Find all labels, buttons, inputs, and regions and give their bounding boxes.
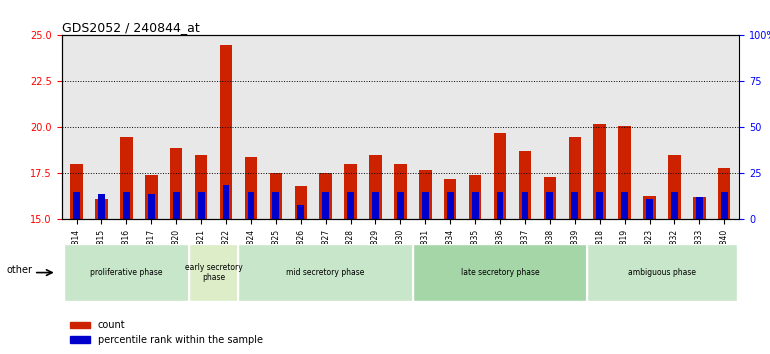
- Bar: [73, 192, 80, 219]
- Bar: [419, 170, 431, 219]
- Bar: [547, 192, 554, 219]
- Bar: [621, 192, 628, 219]
- Bar: [721, 192, 728, 219]
- Bar: [646, 199, 653, 219]
- Bar: [693, 198, 705, 219]
- Bar: [270, 173, 282, 219]
- Legend: count, percentile rank within the sample: count, percentile rank within the sample: [66, 316, 266, 349]
- Bar: [170, 148, 182, 219]
- Bar: [148, 194, 155, 219]
- Text: early secretory
phase: early secretory phase: [185, 263, 243, 282]
- Bar: [568, 137, 581, 219]
- Bar: [320, 173, 332, 219]
- Bar: [247, 192, 254, 219]
- Bar: [347, 192, 354, 219]
- Bar: [344, 164, 357, 219]
- Bar: [494, 133, 506, 219]
- Bar: [521, 192, 528, 219]
- Bar: [273, 192, 280, 219]
- FancyBboxPatch shape: [64, 244, 189, 301]
- Bar: [544, 177, 556, 219]
- Bar: [447, 192, 454, 219]
- Bar: [95, 199, 108, 219]
- Bar: [696, 198, 703, 219]
- Bar: [571, 192, 578, 219]
- Bar: [397, 192, 403, 219]
- Bar: [123, 192, 130, 219]
- Bar: [294, 186, 307, 219]
- Bar: [145, 175, 158, 219]
- Text: other: other: [6, 265, 32, 275]
- FancyBboxPatch shape: [239, 244, 413, 301]
- Bar: [297, 205, 304, 219]
- Bar: [444, 179, 457, 219]
- Bar: [370, 155, 382, 219]
- Bar: [596, 192, 603, 219]
- Bar: [120, 137, 132, 219]
- Text: mid secretory phase: mid secretory phase: [286, 268, 365, 277]
- Bar: [422, 192, 429, 219]
- FancyBboxPatch shape: [189, 244, 239, 301]
- Bar: [497, 192, 504, 219]
- Bar: [322, 192, 329, 219]
- Bar: [223, 184, 229, 219]
- Bar: [394, 164, 407, 219]
- Bar: [594, 124, 606, 219]
- FancyBboxPatch shape: [413, 244, 588, 301]
- Text: proliferative phase: proliferative phase: [90, 268, 162, 277]
- FancyBboxPatch shape: [588, 244, 737, 301]
- Bar: [718, 168, 731, 219]
- Bar: [195, 155, 207, 219]
- Bar: [671, 192, 678, 219]
- Bar: [519, 152, 531, 219]
- Text: GDS2052 / 240844_at: GDS2052 / 240844_at: [62, 21, 199, 34]
- Text: ambiguous phase: ambiguous phase: [628, 268, 696, 277]
- Bar: [245, 157, 257, 219]
- Bar: [219, 45, 233, 219]
- Bar: [372, 192, 379, 219]
- Bar: [618, 126, 631, 219]
- Text: late secretory phase: late secretory phase: [460, 268, 539, 277]
- Bar: [469, 175, 481, 219]
- Bar: [98, 194, 105, 219]
- Bar: [472, 192, 479, 219]
- Bar: [198, 192, 205, 219]
- Bar: [668, 155, 681, 219]
- Bar: [70, 164, 83, 219]
- Bar: [172, 192, 179, 219]
- Bar: [643, 195, 656, 219]
